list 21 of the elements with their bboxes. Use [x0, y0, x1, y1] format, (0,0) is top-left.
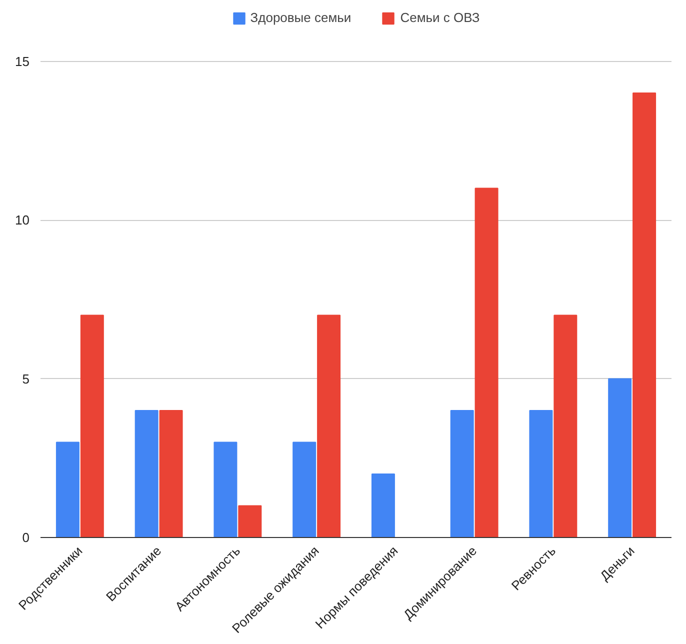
y-tick-label: 5: [22, 371, 30, 386]
bar: [134, 410, 158, 538]
legend-label: Семьи с ОВЗ: [400, 10, 480, 25]
bar: [608, 378, 632, 538]
bar: [554, 314, 578, 538]
bar: [474, 188, 498, 538]
y-tick-label: 15: [15, 54, 30, 69]
bar: [214, 442, 238, 538]
bar: [529, 410, 553, 538]
bar: [56, 442, 80, 538]
bar: [371, 474, 395, 538]
bar: [292, 442, 316, 538]
bar: [238, 505, 262, 538]
bar: [80, 314, 104, 538]
bar: [317, 314, 341, 538]
bar: [450, 410, 474, 538]
y-tick-label: 10: [15, 212, 30, 228]
bar: [632, 92, 656, 538]
y-tick-label: 0: [22, 530, 30, 545]
legend-label: Здоровые семьи: [250, 10, 352, 25]
bar: [159, 410, 183, 538]
